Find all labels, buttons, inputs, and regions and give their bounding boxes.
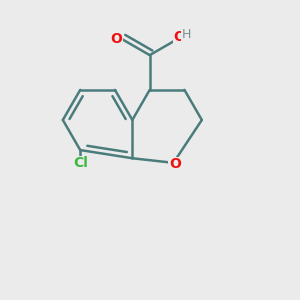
Text: Cl: Cl xyxy=(73,156,88,170)
Text: O: O xyxy=(173,30,185,44)
Text: O: O xyxy=(169,157,181,171)
Text: O: O xyxy=(110,32,122,46)
Text: H: H xyxy=(182,28,191,41)
